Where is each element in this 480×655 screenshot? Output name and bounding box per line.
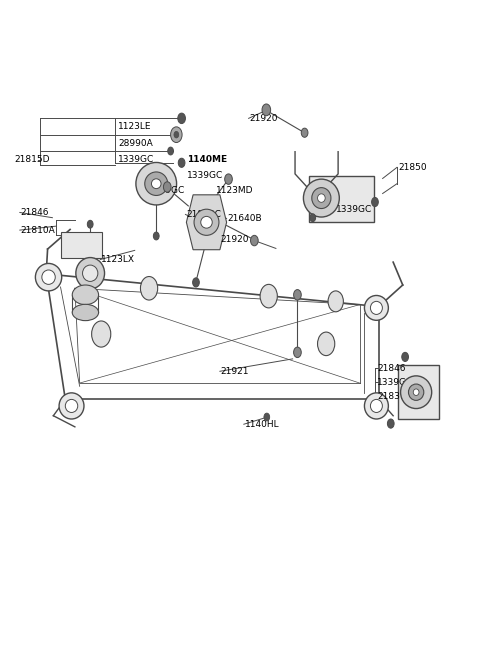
Circle shape bbox=[318, 332, 335, 356]
Text: 1123MD: 1123MD bbox=[216, 186, 253, 195]
Ellipse shape bbox=[303, 179, 339, 217]
Polygon shape bbox=[186, 195, 227, 250]
Text: 1339GC: 1339GC bbox=[187, 172, 224, 180]
Text: 1339GC: 1339GC bbox=[336, 206, 372, 214]
Text: 21810A: 21810A bbox=[21, 225, 56, 234]
Text: 1339GC: 1339GC bbox=[377, 378, 413, 387]
Ellipse shape bbox=[83, 265, 98, 282]
Circle shape bbox=[262, 104, 271, 116]
Text: 1339GC: 1339GC bbox=[149, 186, 185, 195]
Circle shape bbox=[372, 197, 378, 206]
Text: 1140HL: 1140HL bbox=[245, 420, 279, 429]
Ellipse shape bbox=[72, 285, 98, 305]
Ellipse shape bbox=[401, 376, 432, 409]
Circle shape bbox=[168, 147, 173, 155]
Circle shape bbox=[178, 113, 185, 124]
Circle shape bbox=[92, 321, 111, 347]
Circle shape bbox=[251, 235, 258, 246]
Circle shape bbox=[225, 174, 232, 184]
Ellipse shape bbox=[318, 194, 325, 202]
Ellipse shape bbox=[312, 187, 331, 208]
Circle shape bbox=[260, 284, 277, 308]
Text: 21846: 21846 bbox=[21, 208, 49, 217]
Text: 21815D: 21815D bbox=[14, 155, 49, 164]
Text: 28990A: 28990A bbox=[118, 139, 153, 147]
Circle shape bbox=[178, 159, 185, 168]
Circle shape bbox=[264, 413, 270, 421]
Text: 21640B: 21640B bbox=[228, 214, 262, 223]
Text: 21921: 21921 bbox=[221, 367, 249, 376]
Circle shape bbox=[294, 290, 301, 300]
Ellipse shape bbox=[145, 172, 168, 195]
Bar bbox=[310, 176, 374, 221]
Circle shape bbox=[174, 132, 179, 138]
Text: 21846: 21846 bbox=[377, 364, 406, 373]
Ellipse shape bbox=[201, 216, 212, 228]
Bar bbox=[398, 365, 439, 419]
Ellipse shape bbox=[42, 270, 55, 284]
Ellipse shape bbox=[194, 209, 219, 235]
Ellipse shape bbox=[65, 400, 78, 413]
Text: 21850: 21850 bbox=[398, 163, 427, 172]
Ellipse shape bbox=[371, 400, 383, 413]
Text: 1339GC: 1339GC bbox=[118, 155, 154, 164]
Ellipse shape bbox=[408, 384, 424, 400]
Ellipse shape bbox=[152, 179, 161, 189]
Circle shape bbox=[141, 276, 157, 300]
Text: 1123LE: 1123LE bbox=[118, 122, 152, 131]
Circle shape bbox=[328, 291, 343, 312]
Ellipse shape bbox=[364, 393, 388, 419]
Bar bbox=[61, 232, 102, 258]
Text: 1140ME: 1140ME bbox=[187, 155, 228, 164]
Circle shape bbox=[301, 128, 308, 138]
Circle shape bbox=[87, 220, 93, 228]
Text: 21920: 21920 bbox=[250, 114, 278, 123]
Circle shape bbox=[154, 232, 159, 240]
Circle shape bbox=[163, 181, 171, 192]
Ellipse shape bbox=[36, 263, 62, 291]
Circle shape bbox=[402, 352, 408, 362]
Circle shape bbox=[170, 127, 182, 143]
Text: 21920: 21920 bbox=[221, 235, 249, 244]
Ellipse shape bbox=[59, 393, 84, 419]
Ellipse shape bbox=[413, 389, 419, 396]
Ellipse shape bbox=[76, 257, 105, 289]
Ellipse shape bbox=[72, 305, 98, 321]
Text: 1123LX: 1123LX bbox=[101, 255, 135, 264]
Text: 21818C: 21818C bbox=[186, 210, 221, 219]
Circle shape bbox=[387, 419, 394, 428]
Circle shape bbox=[310, 214, 316, 221]
Circle shape bbox=[192, 278, 199, 287]
Ellipse shape bbox=[136, 162, 177, 205]
Text: 21831B: 21831B bbox=[377, 392, 412, 402]
Ellipse shape bbox=[371, 301, 383, 314]
Circle shape bbox=[294, 347, 301, 358]
Ellipse shape bbox=[364, 295, 388, 320]
